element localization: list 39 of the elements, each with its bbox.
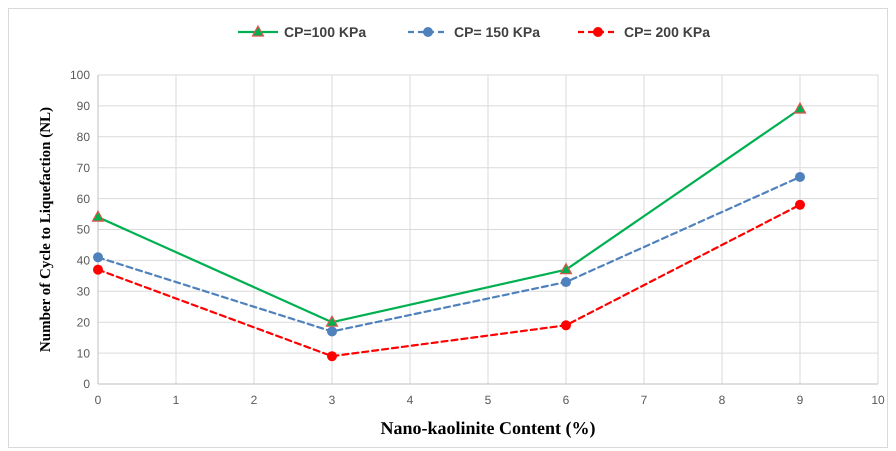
point [326,316,338,327]
y-axis-title: Number of Cycle to Liquefaction (NL) [38,106,54,352]
legend-label: CP= 150 KPa [454,24,540,40]
y-tick-label: 40 [76,254,90,268]
y-tick-label: 70 [76,160,90,175]
x-tick-label: 7 [640,393,648,407]
legend-label: CP=100 KPa [284,24,366,40]
x-tick-label: 5 [484,393,492,407]
point [561,277,571,288]
point [795,172,805,182]
x-tick-label: 4 [406,393,414,407]
point [93,252,103,262]
y-tick-label: 60 [76,192,90,206]
y-tick-label: 100 [70,68,90,82]
point [327,326,337,336]
y-tick-label: 20 [76,315,90,330]
x-tick-label: 10 [871,393,885,407]
x-tick-label: 0 [94,393,102,407]
y-tick-label: 50 [76,222,90,237]
x-tick-label: 6 [562,393,570,407]
x-axis-title: Nano-kaolinite Content (%) [380,418,596,438]
legend-label: CP= 200 KPa [624,24,710,40]
point [92,210,104,222]
point [560,263,572,274]
x-tick-label: 8 [718,393,726,407]
x-tick-label: 3 [328,393,336,407]
y-tick-label: 0 [83,377,90,392]
y-tick-label: 90 [76,99,90,114]
point [561,320,571,330]
y-tick-label: 10 [76,346,90,360]
x-tick-label: 9 [796,393,804,407]
y-tick-label: 80 [76,130,90,144]
x-tick-label: 1 [172,393,180,407]
point [795,200,805,210]
point [93,264,103,275]
point [327,351,337,362]
point [794,102,806,114]
y-tick-label: 30 [76,284,90,298]
x-tick-label: 2 [250,393,258,407]
